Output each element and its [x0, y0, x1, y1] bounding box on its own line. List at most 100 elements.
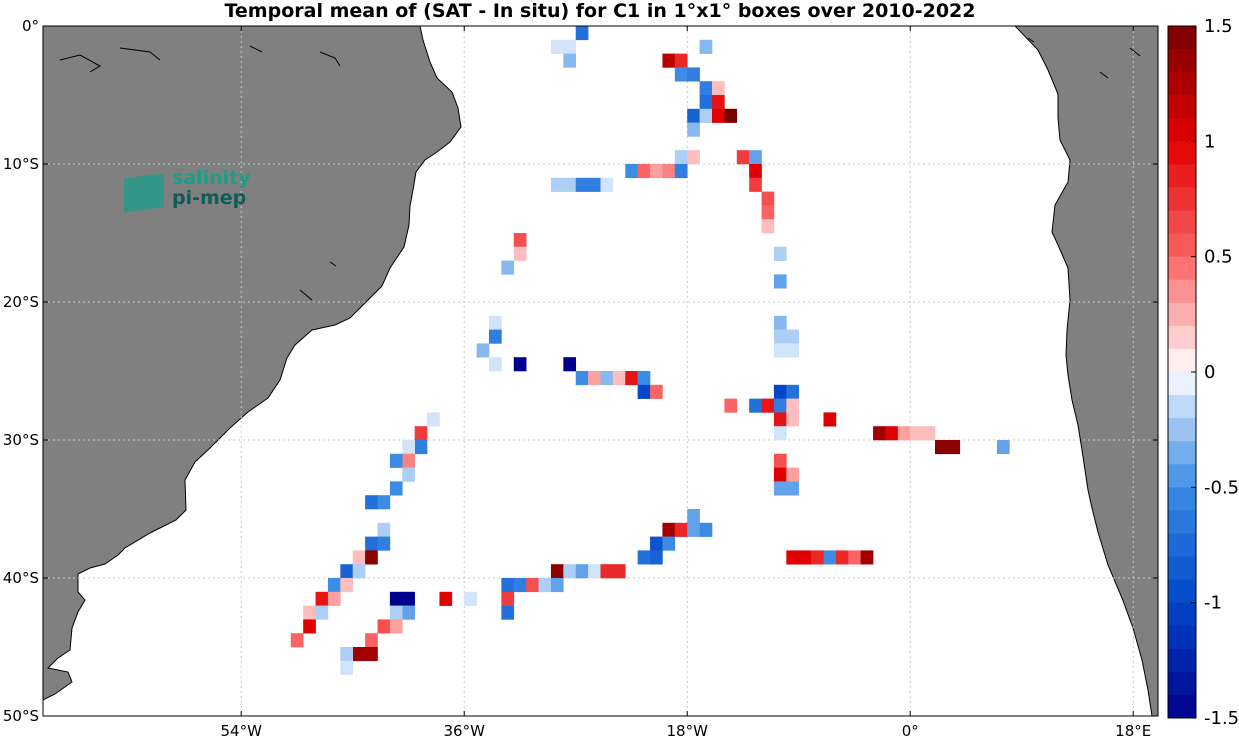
- data-cell: [761, 191, 775, 206]
- y-tick-label: 30°S: [3, 431, 39, 449]
- data-cell: [687, 150, 700, 165]
- data-cell: [402, 440, 415, 455]
- data-cell: [563, 357, 577, 372]
- data-cell: [327, 591, 341, 606]
- colorbar-step: [1168, 441, 1196, 465]
- colorbar-step: [1168, 118, 1196, 142]
- data-cell: [749, 398, 762, 413]
- data-cell: [786, 550, 800, 565]
- data-cell: [501, 260, 515, 275]
- data-cell: [389, 481, 403, 496]
- colorbar-step: [1168, 210, 1196, 234]
- data-cell: [489, 315, 502, 330]
- data-cell: [389, 619, 403, 634]
- data-cell: [699, 108, 713, 123]
- data-cell: [427, 412, 440, 427]
- data-cell: [501, 578, 515, 593]
- data-cell: [402, 591, 415, 606]
- colorbar-tick-label: 1.5: [1204, 16, 1233, 37]
- colorbar-step: [1168, 164, 1196, 188]
- colorbar-step: [1168, 141, 1196, 165]
- data-cell: [563, 564, 577, 579]
- data-cell: [476, 343, 490, 358]
- colorbar-step: [1168, 395, 1196, 419]
- x-tick-label: 0°: [902, 722, 919, 740]
- data-cell: [402, 453, 415, 468]
- colorbar-step: [1168, 602, 1196, 627]
- data-cell: [315, 605, 329, 620]
- data-cell: [773, 384, 787, 399]
- data-cell: [773, 398, 787, 413]
- data-cell: [402, 605, 415, 620]
- data-cell: [464, 591, 477, 606]
- data-cell: [563, 39, 577, 54]
- colorbar-step: [1168, 187, 1196, 211]
- data-cell: [340, 564, 354, 579]
- x-tick-label: 18°W: [667, 722, 709, 740]
- data-cell: [712, 81, 725, 96]
- y-tick-label: 40°S: [3, 569, 39, 587]
- data-cell: [501, 591, 515, 606]
- data-cell: [724, 398, 738, 413]
- data-cell: [773, 412, 787, 427]
- data-cell: [699, 95, 713, 110]
- colorbar-tick-label: 1: [1204, 131, 1215, 152]
- salinity-pi-mep-logo: salinity pi-mep: [124, 167, 251, 213]
- data-cell: [662, 53, 676, 68]
- colorbar-step: [1168, 464, 1196, 488]
- data-cell: [513, 578, 527, 593]
- data-cell: [637, 384, 651, 399]
- data-cell: [773, 246, 787, 261]
- data-cell: [365, 647, 378, 662]
- data-cell: [650, 164, 663, 179]
- data-cell: [513, 233, 527, 248]
- data-cell: [823, 550, 837, 565]
- data-cell: [588, 564, 601, 579]
- data-cell: [773, 329, 787, 344]
- data-cell: [786, 329, 800, 344]
- data-cell: [600, 177, 614, 192]
- data-cell: [340, 660, 354, 675]
- data-cell: [315, 591, 329, 606]
- x-tick-label: 18°E: [1115, 722, 1151, 740]
- data-cell: [922, 426, 936, 441]
- data-cell: [786, 384, 800, 399]
- colorbar-ticks: 1.5 1 0.5 0 -0.5 -1 -1.5: [1191, 16, 1239, 729]
- data-cell: [699, 81, 713, 96]
- data-cell: [389, 591, 403, 606]
- data-cell: [575, 564, 589, 579]
- data-cell: [526, 578, 539, 593]
- data-cell: [327, 578, 341, 593]
- colorbar-step: [1168, 95, 1196, 119]
- data-cell: [786, 467, 800, 482]
- data-cell: [575, 371, 589, 386]
- colorbar-step: [1168, 648, 1196, 673]
- data-cell: [365, 633, 378, 648]
- colorbar-step: [1168, 671, 1196, 696]
- colorbar-step: [1168, 533, 1196, 557]
- data-cell: [674, 53, 688, 68]
- data-cell: [303, 619, 316, 634]
- data-cell: [414, 426, 428, 441]
- data-cell: [600, 564, 614, 579]
- data-cell: [699, 522, 713, 537]
- data-cell: [588, 371, 601, 386]
- colorbar-step: [1168, 348, 1196, 373]
- data-cell: [823, 412, 837, 427]
- data-cell: [489, 357, 502, 372]
- data-cell: [365, 550, 378, 565]
- colorbar-step: [1168, 325, 1196, 350]
- data-cell: [947, 440, 961, 455]
- colorbar-step: [1168, 49, 1196, 73]
- data-cell: [996, 440, 1010, 455]
- x-tick-label: 54°W: [221, 722, 263, 740]
- data-cell: [736, 150, 750, 165]
- data-cell: [662, 164, 676, 179]
- data-cells: [290, 26, 1010, 675]
- data-cell: [365, 495, 378, 510]
- data-cell: [798, 550, 812, 565]
- data-cell: [352, 564, 366, 579]
- data-cell: [687, 108, 700, 123]
- data-cell: [773, 274, 787, 289]
- x-tick-label: 36°W: [444, 722, 486, 740]
